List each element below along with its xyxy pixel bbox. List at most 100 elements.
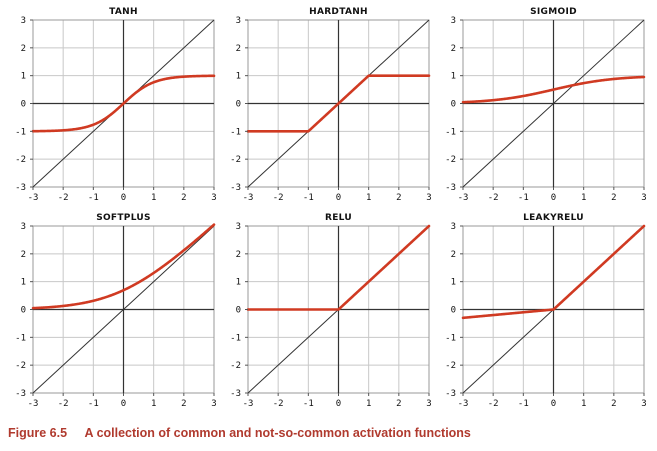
y-tick-label: -1 (15, 333, 26, 343)
x-tick-label: 0 (336, 399, 341, 409)
y-tick-label: 1 (451, 278, 456, 288)
x-tick-label: -3 (458, 399, 469, 409)
x-tick-label: -3 (28, 399, 39, 409)
y-tick-label: 1 (21, 278, 26, 288)
y-tick-label: 3 (236, 16, 241, 26)
y-tick-label: 1 (21, 72, 26, 82)
x-tick-label: 3 (426, 193, 431, 203)
hardtanh-curve (246, 74, 431, 133)
x-tick-label: 3 (211, 193, 216, 203)
x-tick-label: -2 (273, 193, 284, 203)
panel-title: RELU (325, 213, 352, 223)
y-tick-label: 1 (236, 278, 241, 288)
y-tick-label: 0 (451, 100, 456, 110)
x-tick-label: 1 (366, 399, 371, 409)
sigmoid-curve (461, 75, 646, 104)
y-tick-label: 0 (451, 306, 456, 316)
y-tick-label: 3 (451, 222, 456, 232)
activation-functions-figure: -3 -2 -1 0 1 2 3 -3 -2 -1 0 1 2 3 TANH -3 -2 -1 0 1 2 3 -3 -2 -1… (15, 7, 647, 409)
y-tick-label: 1 (236, 72, 241, 82)
y-tick-label: -3 (15, 183, 26, 193)
y-tick-label: -1 (445, 127, 456, 137)
y-tick-label: 0 (21, 100, 26, 110)
figure-number: Figure 6.5 (8, 426, 68, 440)
x-tick-label: -3 (28, 193, 39, 203)
x-tick-label: 0 (121, 193, 126, 203)
y-tick-label: -2 (230, 361, 241, 371)
y-tick-label: 2 (236, 250, 241, 260)
y-tick-label: -1 (230, 333, 241, 343)
y-tick-label: -3 (445, 389, 456, 399)
x-tick-label: 2 (611, 399, 616, 409)
y-tick-label: 2 (21, 250, 26, 260)
x-tick-label: 0 (121, 399, 126, 409)
panel-title: SIGMOID (530, 7, 577, 17)
y-tick-label: -3 (230, 389, 241, 399)
y-tick-label: -2 (445, 361, 456, 371)
x-tick-label: 3 (641, 193, 646, 203)
softplus-curve (31, 223, 216, 310)
x-tick-label: -2 (488, 399, 499, 409)
identity-line (462, 19, 645, 188)
x-tick-label: -1 (88, 193, 99, 203)
y-tick-label: -2 (230, 155, 241, 165)
identity-line (32, 225, 215, 394)
x-tick-label: 0 (551, 193, 556, 203)
y-tick-label: 3 (236, 222, 241, 232)
x-tick-label: 2 (396, 399, 401, 409)
figure-caption: Figure 6.5 A collection of common and no… (8, 426, 653, 446)
x-tick-label: -1 (303, 399, 314, 409)
y-tick-label: 0 (236, 306, 241, 316)
y-tick-label: -3 (15, 389, 26, 399)
panel-tanh: -3 -2 -1 0 1 2 3 -3 -2 -1 0 1 2 3 TANH (15, 7, 217, 203)
y-tick-label: -3 (230, 183, 241, 193)
x-tick-label: 1 (151, 193, 156, 203)
y-tick-label: 2 (21, 44, 26, 54)
y-tick-label: -2 (15, 155, 26, 165)
x-tick-label: 2 (181, 399, 186, 409)
x-tick-label: 2 (181, 193, 186, 203)
x-tick-label: 1 (366, 193, 371, 203)
panel-hardtanh: -3 -2 -1 0 1 2 3 -3 -2 -1 0 1 2 3 HARDTANH (230, 7, 432, 203)
tanh-curve (31, 74, 216, 133)
panel-title: SOFTPLUS (96, 213, 151, 223)
panel-title: LEAKYRELU (523, 213, 584, 223)
x-tick-label: 2 (611, 193, 616, 203)
panel-relu: -3 -2 -1 0 1 2 3 -3 -2 -1 0 1 2 3 RELU (230, 213, 432, 409)
y-tick-label: 2 (236, 44, 241, 54)
x-tick-label: 3 (641, 399, 646, 409)
x-tick-label: 0 (336, 193, 341, 203)
x-tick-label: -3 (243, 399, 254, 409)
panel-leakyrelu: -3 -2 -1 0 1 2 3 -3 -2 -1 0 1 2 3 LEAKYRELU (445, 213, 647, 409)
y-tick-label: 3 (21, 16, 26, 26)
panel-title: HARDTANH (309, 7, 368, 17)
y-tick-label: -3 (445, 183, 456, 193)
x-tick-label: -2 (273, 399, 284, 409)
x-tick-label: 3 (426, 399, 431, 409)
x-tick-label: -3 (458, 193, 469, 203)
panel-sigmoid: -3 -2 -1 0 1 2 3 -3 -2 -1 0 1 2 3 SIGMOID (445, 7, 647, 203)
y-tick-label: 2 (451, 44, 456, 54)
y-tick-label: 3 (451, 16, 456, 26)
x-tick-label: -2 (488, 193, 499, 203)
x-tick-label: -2 (58, 193, 69, 203)
x-tick-label: 1 (581, 193, 586, 203)
caption-text: A collection of common and not-so-common… (84, 426, 471, 440)
x-tick-label: 2 (396, 193, 401, 203)
x-tick-label: 3 (211, 399, 216, 409)
y-tick-label: -2 (445, 155, 456, 165)
y-tick-label: 1 (451, 72, 456, 82)
y-tick-label: -1 (15, 127, 26, 137)
x-tick-label: -1 (518, 399, 529, 409)
y-tick-label: -1 (445, 333, 456, 343)
x-tick-label: -3 (243, 193, 254, 203)
leakyrelu-curve (461, 224, 646, 320)
y-tick-label: 0 (21, 306, 26, 316)
x-tick-label: -1 (88, 399, 99, 409)
panel-softplus: -3 -2 -1 0 1 2 3 -3 -2 -1 0 1 2 3 SOFTPLUS (15, 213, 217, 409)
x-tick-label: -1 (303, 193, 314, 203)
y-tick-label: 0 (236, 100, 241, 110)
y-tick-label: 3 (21, 222, 26, 232)
relu-curve (246, 224, 431, 311)
y-tick-label: 2 (451, 250, 456, 260)
